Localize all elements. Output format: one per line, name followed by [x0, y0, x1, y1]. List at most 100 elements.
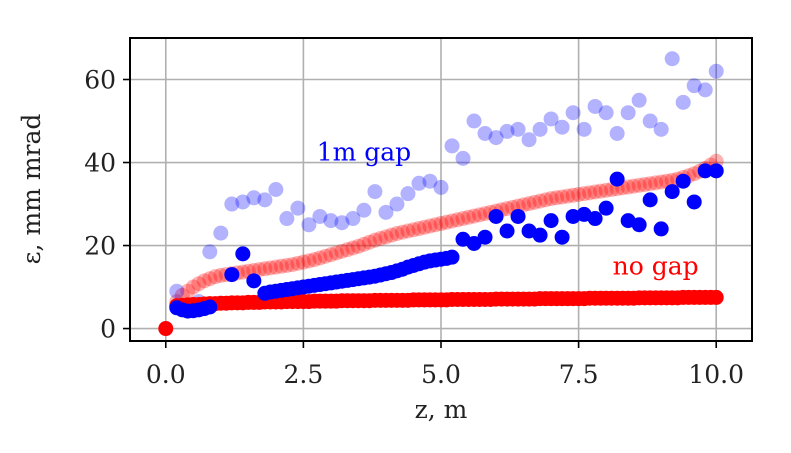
data-point	[224, 267, 240, 283]
data-point	[472, 207, 488, 223]
data-point	[587, 98, 603, 114]
data-point	[444, 249, 460, 265]
data-point	[642, 113, 658, 129]
data-point	[169, 283, 185, 299]
data-point	[433, 216, 449, 232]
data-point	[521, 132, 537, 148]
data-point	[554, 119, 570, 135]
data-point	[466, 208, 482, 224]
data-point	[510, 121, 526, 137]
data-point	[609, 125, 625, 141]
data-point	[257, 261, 273, 277]
y-tick-label: 40	[84, 149, 116, 178]
annotations: 1m gap no gap	[317, 137, 699, 280]
data-point	[648, 175, 664, 191]
data-point	[273, 258, 289, 274]
data-point	[521, 196, 537, 212]
annotation-label: no gap	[613, 252, 699, 281]
data-point	[356, 236, 372, 252]
data-point	[637, 177, 653, 193]
data-point	[268, 182, 284, 197]
data-point	[620, 179, 636, 195]
data-point	[191, 276, 207, 292]
data-point	[427, 217, 443, 233]
data-point	[587, 184, 603, 200]
data-point	[224, 196, 240, 212]
data-point	[202, 299, 218, 315]
data-point	[664, 184, 680, 200]
data-point	[235, 194, 251, 210]
data-point	[345, 211, 361, 227]
data-point	[378, 204, 394, 220]
data-point	[697, 82, 713, 98]
data-point	[279, 211, 295, 227]
data-point	[422, 218, 438, 234]
y-axis-label: ε, mm mrad	[17, 114, 46, 265]
data-point	[367, 232, 383, 248]
data-point	[582, 185, 598, 201]
data-point	[350, 238, 366, 254]
data-point	[246, 273, 262, 289]
data-point	[367, 184, 383, 200]
data-point	[571, 186, 587, 202]
data-point	[356, 202, 372, 218]
data-point	[257, 192, 273, 208]
data-point	[675, 173, 691, 189]
data-point	[207, 269, 223, 285]
data-point	[312, 250, 328, 266]
x-tick-label: 0.0	[146, 360, 186, 389]
data-point	[306, 252, 322, 268]
data-point	[477, 125, 493, 141]
data-point	[411, 221, 427, 237]
data-point	[686, 78, 702, 94]
data-point	[422, 173, 438, 189]
data-point	[279, 257, 295, 273]
data-point	[576, 186, 592, 202]
data-point	[389, 225, 405, 241]
data-point	[251, 262, 267, 278]
data-point	[598, 105, 614, 121]
data-point	[516, 197, 532, 213]
data-point	[339, 242, 355, 258]
data-point	[400, 186, 416, 202]
data-point	[631, 217, 647, 233]
data-point	[246, 262, 262, 278]
data-point	[664, 172, 680, 188]
data-point	[295, 254, 311, 270]
data-point	[328, 245, 344, 261]
x-tick-label: 2.5	[284, 360, 324, 389]
data-point	[444, 213, 460, 229]
data-point	[323, 213, 339, 229]
data-point	[626, 178, 642, 194]
x-tick-label: 10.0	[688, 360, 744, 389]
data-point	[301, 253, 317, 269]
data-point	[477, 229, 493, 245]
data-point	[213, 225, 229, 241]
data-point	[708, 289, 724, 305]
data-point	[439, 214, 455, 230]
data-point	[499, 123, 515, 139]
data-point	[262, 260, 278, 276]
data-point	[334, 243, 350, 259]
data-point	[488, 208, 504, 224]
data-point	[527, 194, 543, 210]
data-point	[213, 267, 229, 283]
x-axis-label: z, m	[415, 395, 468, 424]
annotation-label: 1m gap	[317, 137, 411, 166]
data-point	[301, 217, 317, 233]
data-point	[268, 259, 284, 275]
data-point	[284, 257, 300, 273]
data-point	[455, 211, 471, 227]
data-point	[510, 198, 526, 214]
data-point	[466, 235, 482, 251]
data-point	[560, 188, 576, 204]
data-point	[631, 92, 647, 108]
x-tick-label: 7.5	[559, 360, 599, 389]
data-point	[389, 196, 405, 212]
data-points	[158, 51, 724, 337]
data-point	[372, 230, 388, 246]
data-point	[290, 200, 306, 216]
data-point	[499, 201, 515, 217]
data-point	[405, 222, 421, 238]
data-point	[565, 187, 581, 203]
